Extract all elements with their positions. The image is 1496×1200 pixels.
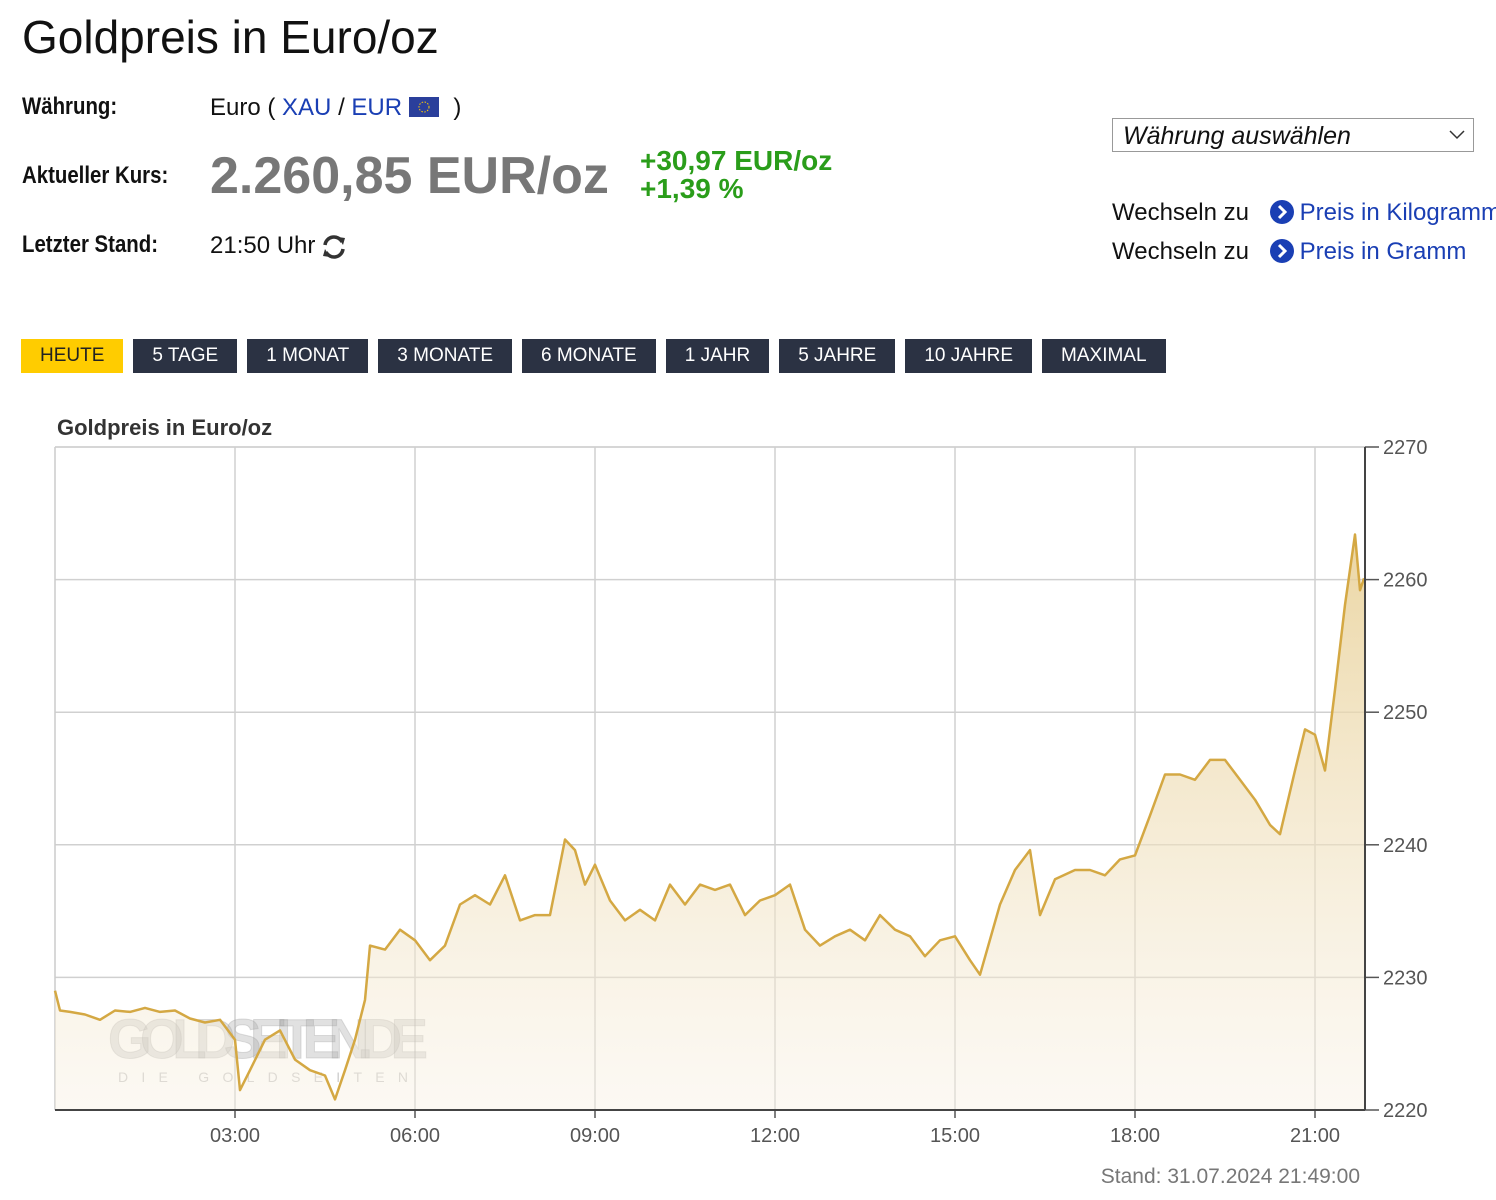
- chart-footer: Stand: 31.07.2024 21:49:00: [1101, 1165, 1360, 1188]
- chart-title: Goldpreis in Euro/oz: [57, 415, 272, 440]
- chevron-icon: [1269, 200, 1294, 224]
- gram-link[interactable]: Preis in Gramm: [1299, 238, 1467, 265]
- price-label: Aktueller Kurs:: [22, 162, 169, 189]
- chart: Goldpreis in Euro/oz 2220 2230 2240 2250 226…: [53, 415, 1428, 1188]
- switch-row: Wechseln zu Preis in Gramm: [1112, 232, 1496, 271]
- y-tick-label: 2220: [1383, 1100, 1428, 1122]
- switch-links: Wechseln zu Preis in Kilogramm Wechseln …: [1112, 193, 1496, 271]
- x-tick-label: 12:00: [750, 1125, 800, 1147]
- switch-prefix: Wechseln zu: [1112, 238, 1249, 265]
- switch-row: Wechseln zu Preis in Kilogramm: [1112, 193, 1496, 232]
- slash: /: [338, 94, 345, 121]
- range-tab[interactable]: 5 JAHRE: [779, 339, 896, 373]
- time: 21:50 Uhr: [210, 232, 316, 259]
- x-tick-label: 06:00: [390, 1125, 440, 1147]
- eu-flag: [408, 97, 439, 117]
- range-tab[interactable]: 1 MONAT: [247, 339, 369, 373]
- range-tab[interactable]: MAXIMAL: [1042, 339, 1166, 373]
- range-tabs: HEUTE 5 TAGE 1 MONAT 3 MONATE 6 MONATE 1 JAHR…: [21, 339, 1166, 373]
- range-tab[interactable]: HEUTE: [21, 339, 124, 373]
- refresh-icon[interactable]: [320, 233, 348, 261]
- y-tick-label: 2270: [1383, 437, 1428, 459]
- switch-prefix: Wechseln zu: [1112, 199, 1249, 226]
- currency-select[interactable]: Währung auswählen: [1112, 118, 1474, 152]
- x-tick-label: 09:00: [570, 1125, 620, 1147]
- x-tick-label: 21:00: [1290, 1125, 1340, 1147]
- currency: Euro ( XAU / EUR ): [210, 94, 461, 122]
- select-arrow: [1449, 130, 1465, 140]
- page-title: Goldpreis in Euro/oz: [22, 11, 439, 63]
- y-tick-label: 2230: [1383, 967, 1428, 989]
- range-tab[interactable]: 1 JAHR: [665, 339, 770, 373]
- y-tick-label: 2240: [1383, 835, 1428, 857]
- change-abs: +30,97 EUR/oz: [640, 145, 833, 176]
- range-tab[interactable]: 5 TAGE: [133, 339, 238, 373]
- eur-link[interactable]: EUR: [351, 94, 403, 121]
- chevron-icon: [1269, 239, 1294, 263]
- change: +30,97 EUR/oz +1,39 %: [640, 147, 832, 203]
- y-tick-label: 2250: [1383, 702, 1428, 724]
- currency-label: Währung:: [22, 93, 118, 120]
- xau-link[interactable]: XAU: [282, 94, 332, 121]
- range-tab[interactable]: 3 MONATE: [378, 339, 512, 373]
- change-pct: +1,39 %: [640, 173, 744, 204]
- area: [55, 534, 1364, 1110]
- x-tick-label: 15:00: [930, 1125, 980, 1147]
- price-line: [53, 533, 1366, 1101]
- range-tab[interactable]: 10 JAHRE: [905, 339, 1033, 373]
- select-text: Währung auswählen: [1123, 122, 1351, 150]
- currency-value: Euro (: [210, 94, 276, 121]
- kilogram-link[interactable]: Preis in Kilogramm: [1299, 199, 1496, 226]
- x-tick-label: 03:00: [210, 1125, 260, 1147]
- y-tick-label: 2260: [1383, 570, 1428, 592]
- price: 2.260,85 EUR/oz: [210, 147, 609, 205]
- range-tab[interactable]: 6 MONATE: [522, 339, 656, 373]
- time-label: Letzter Stand:: [22, 231, 159, 258]
- x-tick-label: 18:00: [1110, 1125, 1160, 1147]
- close-paren: ): [453, 94, 462, 121]
